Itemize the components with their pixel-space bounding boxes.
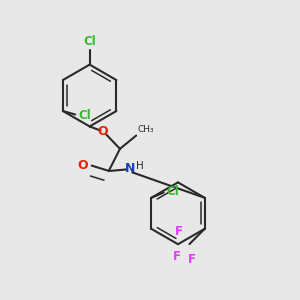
Text: O: O [98,125,108,138]
Text: F: F [188,253,196,266]
Text: H: H [136,161,144,172]
Text: F: F [173,250,181,263]
Text: CH₃: CH₃ [137,125,154,134]
Text: Cl: Cl [78,109,91,122]
Text: Cl: Cl [167,185,179,198]
Text: F: F [175,225,183,238]
Text: N: N [125,162,135,175]
Text: Cl: Cl [83,34,96,47]
Text: O: O [77,158,88,172]
